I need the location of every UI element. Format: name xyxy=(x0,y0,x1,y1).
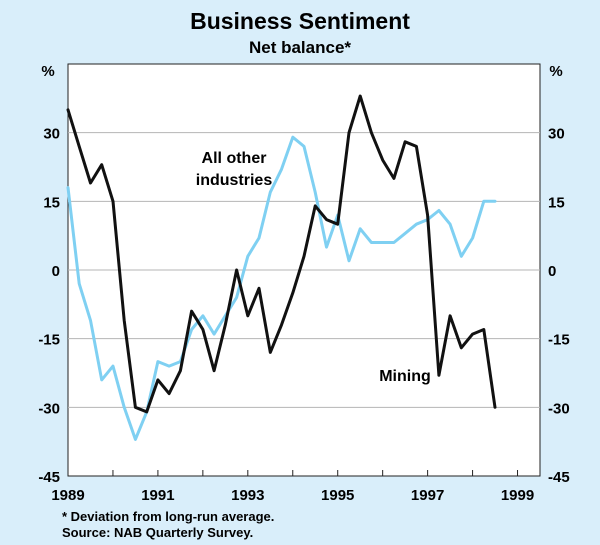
source-note: Source: NAB Quarterly Survey. xyxy=(62,525,254,540)
y-tick-label-left: 30 xyxy=(43,126,60,143)
annotation-all-other-industries-line2: industries xyxy=(196,172,273,189)
y-tick-label-right: 15 xyxy=(548,194,565,211)
chart-notes: * Deviation from long-run average. Sourc… xyxy=(62,509,274,541)
series-layer xyxy=(66,94,497,441)
chart-subtitle: Net balance* xyxy=(248,38,352,57)
gridlines xyxy=(68,132,540,408)
y-tick-label-right: -45 xyxy=(548,469,570,486)
annotation-all-other-industries-line1: All other xyxy=(202,150,267,167)
y-axis-unit-left: % xyxy=(41,63,54,80)
series-line-all-other-industries xyxy=(66,135,497,441)
x-tick-label: 1989 xyxy=(51,487,84,504)
y-tick-label-left: 0 xyxy=(52,263,60,280)
y-tick-label-right: -30 xyxy=(548,400,570,417)
y-tick-label-right: 0 xyxy=(548,263,556,280)
footnote: * Deviation from long-run average. xyxy=(62,509,275,524)
y-tick-label-left: -30 xyxy=(38,400,60,417)
x-ticks xyxy=(67,470,519,476)
x-tick-label: 1995 xyxy=(321,487,354,504)
y-tick-label-right: -15 xyxy=(548,332,570,349)
chart-title: Business Sentiment xyxy=(190,8,410,34)
annotation-mining: Mining xyxy=(379,368,431,385)
series-line-mining xyxy=(66,94,497,414)
y-tick-label-left: 15 xyxy=(43,194,60,211)
x-tick-label: 1999 xyxy=(501,487,534,504)
x-tick-label: 1991 xyxy=(141,487,174,504)
x-tick-label: 1997 xyxy=(411,487,444,504)
y-tick-label-left: -15 xyxy=(38,332,60,349)
y-tick-label-right: 30 xyxy=(548,126,565,143)
x-tick-label: 1993 xyxy=(231,487,264,504)
axis-labels: -45 -45 -30 -30 -15 -15 0 0 15 15 30 30 1989 1991 1993… xyxy=(38,126,569,504)
y-axis-unit-right: % xyxy=(549,63,562,80)
y-tick-label-left: -45 xyxy=(38,469,60,486)
